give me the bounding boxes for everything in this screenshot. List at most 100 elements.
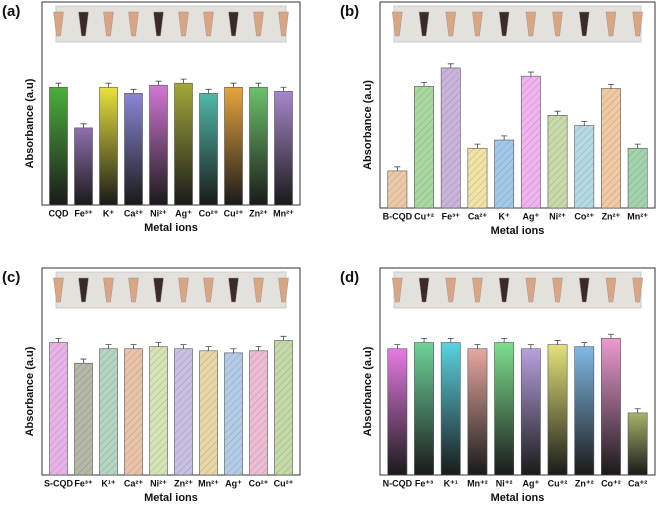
error-bar: [607, 333, 614, 339]
photo-strip: [393, 5, 642, 43]
photo-strip: [55, 5, 287, 43]
bar: [547, 344, 568, 476]
x-tick-label: K¹⁺: [101, 478, 115, 488]
tube-icon: [278, 277, 289, 303]
tube-icon: [552, 11, 563, 37]
plot-frame: [41, 1, 301, 206]
tube-icon: [578, 11, 590, 37]
error-bar: [421, 81, 428, 87]
bar: [49, 86, 68, 206]
bar: [224, 86, 243, 206]
tube-icon: [53, 11, 64, 37]
tube-icon: [498, 11, 510, 37]
bar-hatch: [574, 125, 594, 208]
error-bar: [280, 335, 287, 341]
bar-hatch: [124, 348, 143, 475]
x-tick-label: Mn²⁺: [198, 478, 219, 488]
error-bar: [55, 82, 62, 88]
x-tick-label: Co²⁺: [574, 211, 594, 221]
error-bar: [554, 110, 561, 116]
x-tick-label: N-CQD: [383, 478, 413, 488]
tube-icon: [632, 277, 643, 303]
bar: [274, 91, 293, 206]
bar: [387, 348, 408, 476]
bar: [124, 93, 143, 206]
x-tick-label: Ca²⁺: [468, 211, 488, 221]
x-tick-label: Ca²⁺: [124, 478, 144, 488]
tube-icon: [103, 11, 114, 37]
tube-icon: [418, 277, 430, 303]
x-tick-label: Ni²⁺: [150, 208, 167, 218]
bar: [440, 342, 461, 476]
x-tick-label: Ca⁺²: [628, 478, 647, 488]
x-tick-label: Zn²⁺: [174, 478, 193, 488]
error-bar: [230, 82, 237, 88]
x-tick-label: Zn²⁺: [602, 211, 621, 221]
bar: [199, 93, 218, 206]
x-tick-label: CQD: [49, 208, 70, 218]
x-tick-label: Mn⁺²: [467, 478, 488, 488]
bar: [249, 86, 268, 206]
x-tick-label: Ag⁺: [522, 478, 539, 488]
x-axis-label: Metal ions: [491, 225, 545, 237]
bar-hatch: [49, 342, 68, 475]
error-bar: [255, 346, 262, 351]
bar-hatch: [99, 348, 118, 475]
panel-label: (d): [340, 269, 359, 286]
plot-frame: [379, 1, 656, 209]
x-tick-label: Co⁺²: [601, 478, 621, 488]
tube-icon: [178, 11, 189, 37]
x-tick-label: Zn²⁺: [249, 208, 268, 218]
bar: [494, 342, 515, 476]
error-bar: [527, 71, 534, 77]
error-bar: [501, 135, 508, 141]
error-bar: [205, 88, 212, 94]
tube-icon: [103, 277, 114, 303]
bar-hatch: [494, 140, 514, 208]
x-tick-label: Ni⁺²: [496, 478, 513, 488]
x-tick-label: Fe⁺³: [415, 478, 433, 488]
bar-hatch: [414, 86, 434, 208]
tube-icon: [253, 277, 264, 303]
error-bar: [447, 337, 454, 343]
error-bar: [581, 121, 588, 126]
bar: [74, 127, 93, 206]
error-bar: [105, 82, 112, 88]
tube-icon: [445, 277, 457, 303]
error-bar: [527, 344, 534, 349]
tube-icon: [472, 277, 483, 303]
error-bar: [80, 358, 87, 364]
error-bar: [394, 166, 401, 171]
x-tick-label: K⁺¹: [444, 478, 458, 488]
x-tick-label: Ca²⁺: [124, 208, 144, 218]
bar-hatch: [547, 115, 568, 208]
error-bar: [581, 342, 588, 347]
bar-hatch: [174, 348, 193, 475]
tube-icon: [498, 277, 510, 303]
bar-hatch: [74, 363, 93, 475]
x-tick-label: K⁺: [499, 211, 510, 221]
x-tick-label: Cu⁺²: [414, 211, 434, 221]
y-axis-label: Absorbance (a.u): [362, 346, 374, 436]
error-bar: [80, 123, 87, 128]
error-bar: [447, 63, 454, 68]
error-bar: [105, 344, 112, 349]
tube-icon: [153, 11, 164, 37]
tube-icon: [203, 11, 214, 37]
error-bar: [474, 143, 481, 149]
photo-strip: [393, 271, 642, 309]
y-axis-label: Absorbance (a.u): [24, 78, 36, 168]
tube-icon: [525, 11, 537, 37]
bar: [627, 412, 648, 476]
x-tick-label: B-CQD: [383, 211, 413, 221]
tube-icon: [418, 11, 430, 37]
bar: [467, 348, 488, 476]
tube-icon: [278, 11, 289, 37]
error-bar: [130, 344, 137, 349]
x-tick-label: Mn²⁺: [273, 208, 294, 218]
y-axis-label: Absorbance (a.u): [362, 80, 374, 170]
tube-icon: [605, 277, 617, 303]
tube-icon: [578, 277, 590, 303]
tube-icon: [392, 11, 403, 37]
bar-hatch: [224, 352, 243, 475]
